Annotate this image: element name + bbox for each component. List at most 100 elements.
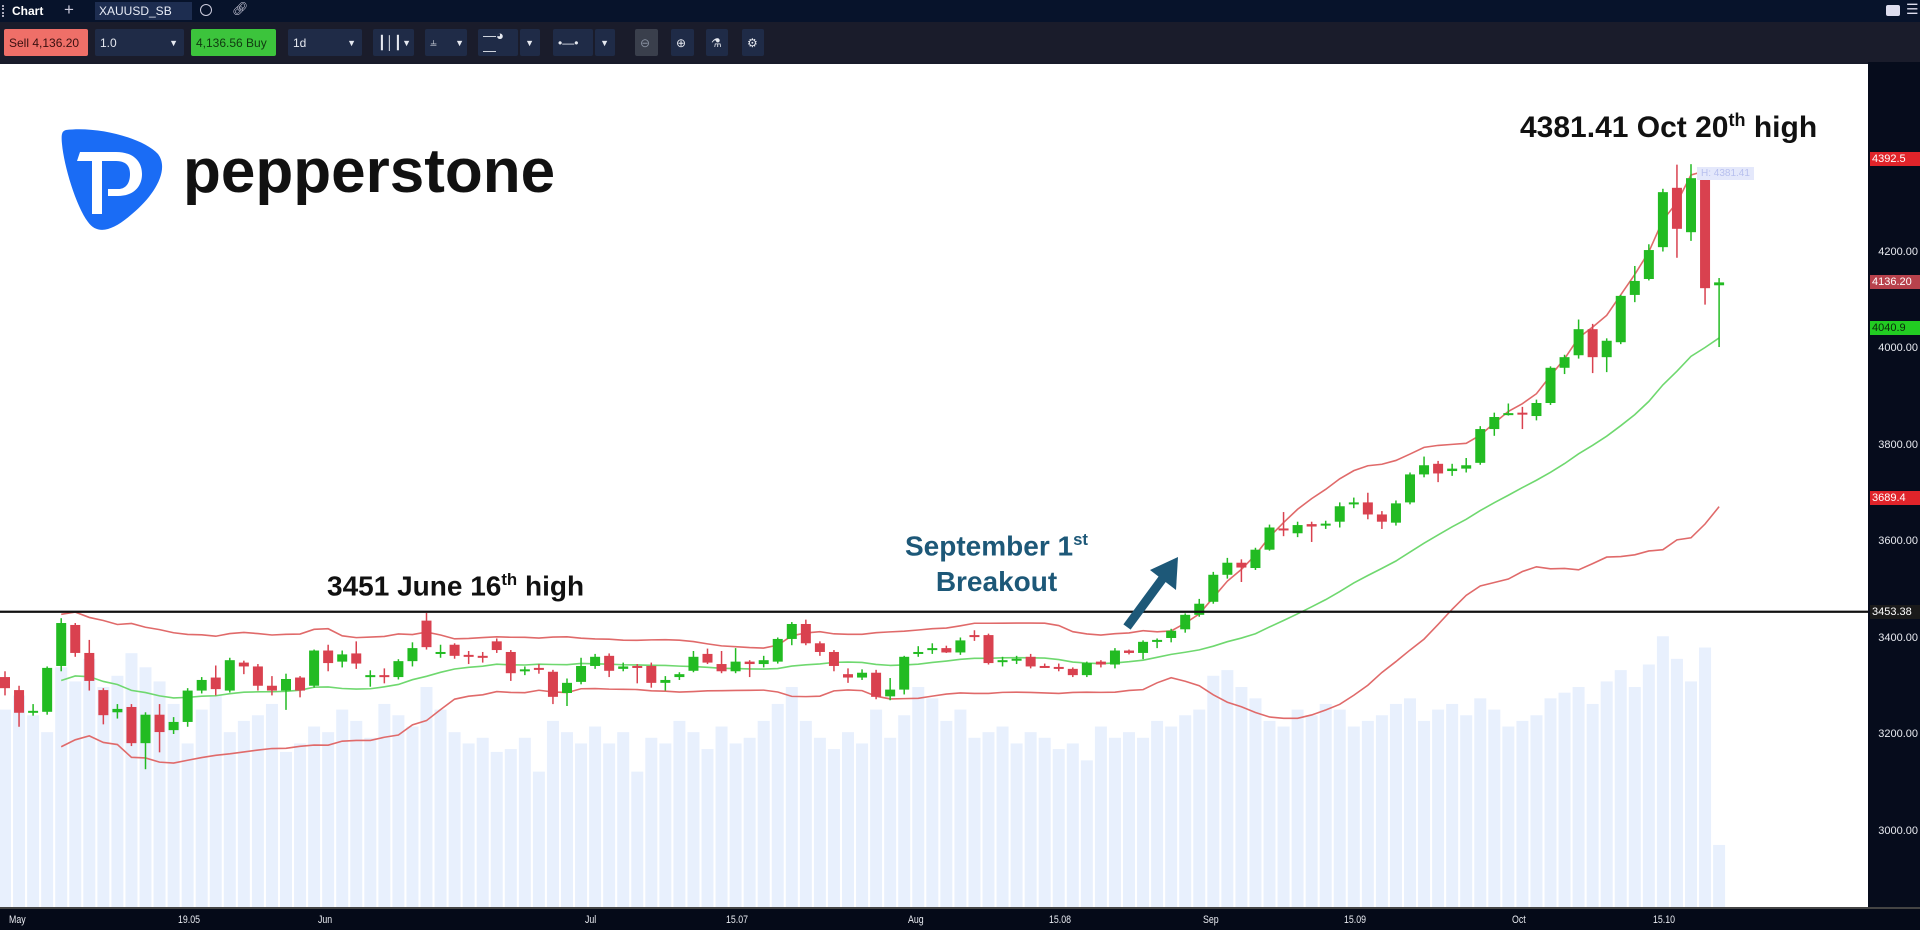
candle-body <box>1320 523 1331 526</box>
candle-body <box>281 678 291 691</box>
volume-bar <box>659 743 672 907</box>
quantity-value: 1.0 <box>100 35 117 50</box>
candles <box>0 164 1725 770</box>
candle <box>955 637 966 655</box>
zoom-out-button[interactable]: ⊖ <box>635 29 658 56</box>
candle-body <box>1011 658 1022 661</box>
add-tab-button[interactable]: + <box>64 0 74 19</box>
timeframe-select[interactable]: 1d ▼ <box>288 29 362 56</box>
volume-bar <box>729 743 742 907</box>
candle-body <box>800 623 811 644</box>
link-icon[interactable]: 🔗︎ <box>232 1 249 16</box>
candle-body <box>646 665 657 683</box>
candle-body <box>1166 630 1177 638</box>
breakout-sup: st <box>1073 530 1088 549</box>
indicators-button[interactable]: ⫨ ▼ <box>425 29 467 56</box>
candle <box>1489 412 1500 436</box>
candle <box>674 672 685 680</box>
time-dropdown[interactable]: ▼ <box>520 29 540 56</box>
volume-bar <box>1123 732 1135 907</box>
candle-body <box>1152 639 1163 642</box>
candle-body <box>42 667 53 712</box>
volume-bar <box>97 687 110 907</box>
tab-chart[interactable]: Chart <box>12 4 44 18</box>
candle <box>238 660 249 675</box>
candle <box>1559 354 1570 375</box>
volume-bar <box>1052 749 1065 907</box>
candle-body <box>618 666 629 669</box>
time-axis[interactable]: May 19.05 Jun Jul 15.07 Aug 15.08 Sep 15.09 Oct 15… <box>0 907 1920 930</box>
menu-icon[interactable]: ☰ <box>1906 1 1919 17</box>
june-high-text: 3451 June 16 <box>327 570 502 602</box>
chart-type-button[interactable]: ┃│┃ ▼ <box>373 29 414 56</box>
line-style-button[interactable]: •—• <box>553 29 593 56</box>
candle-body <box>604 655 615 671</box>
candle-body <box>1503 413 1514 416</box>
candle-body <box>210 677 221 690</box>
candle <box>1573 319 1584 359</box>
candle <box>309 649 320 688</box>
upper-band-badge: 4392.5 <box>1870 151 1920 166</box>
volume-bar <box>1474 698 1487 907</box>
candle <box>295 676 306 698</box>
volume-bar <box>687 732 700 907</box>
candle <box>562 678 572 707</box>
settings-button[interactable]: ⚙︎ <box>742 29 764 56</box>
volume-bar <box>504 749 517 907</box>
candle <box>547 669 558 705</box>
candle <box>323 644 334 672</box>
volume-bar <box>195 709 208 907</box>
candle-body <box>772 638 783 662</box>
volume-bar <box>1010 743 1023 907</box>
screenshot-icon[interactable] <box>1886 5 1900 16</box>
buy-button[interactable]: 4,136.56 Buy <box>191 29 276 56</box>
volume-bar <box>1656 636 1669 907</box>
volume-bar <box>111 675 124 907</box>
x-tick-label: 15.07 <box>725 914 748 926</box>
candle-body <box>323 650 334 664</box>
quantity-select[interactable]: 1.0 ▼ <box>95 29 184 56</box>
zoom-in-button[interactable]: ⊕ <box>671 29 694 56</box>
candle <box>154 704 165 753</box>
candle <box>1025 653 1036 669</box>
price-axis[interactable]: 4200.00 4000.00 3800.00 3600.00 3400.00 3200.… <box>1868 62 1920 907</box>
oct-high-text: 4381.41 Oct 20 <box>1520 111 1729 144</box>
y-tick-label: 3200.00 <box>1878 728 1918 740</box>
info-icon[interactable] <box>200 4 212 16</box>
breakout-line1: September 1 <box>905 530 1074 562</box>
candle <box>1152 638 1163 649</box>
symbol-input[interactable]: XAUUSD_SB <box>95 2 192 20</box>
candle-body <box>1601 340 1612 358</box>
volume-bar <box>1446 703 1459 907</box>
candle <box>1208 571 1219 604</box>
candle-body <box>744 661 755 665</box>
oct-high-sup: th <box>1728 110 1746 130</box>
volume-bar <box>603 743 616 907</box>
sell-button[interactable]: Sell 4,136.20 <box>4 29 88 56</box>
volume-bar <box>813 737 826 907</box>
candle <box>1362 492 1373 520</box>
line-style-dropdown[interactable]: ▼ <box>595 29 615 56</box>
flask-button[interactable]: ⚗︎ <box>706 29 728 56</box>
volume-bar <box>1207 675 1220 907</box>
candle <box>1601 338 1612 373</box>
volume-bar <box>799 720 812 907</box>
volume-bar <box>546 720 559 907</box>
drag-handle-icon[interactable] <box>2 5 4 17</box>
candle-body <box>1573 329 1584 356</box>
time-button[interactable]: —◕— <box>478 28 518 58</box>
candle-body <box>899 656 910 690</box>
chart-toolbar: Sell 4,136.20 1.0 ▼ 4,136.56 Buy 1d ▼ ┃│┃ ▼… <box>0 22 1920 62</box>
symbol-text: XAUUSD_SB <box>99 4 172 18</box>
candle-body <box>1306 524 1317 527</box>
candle <box>477 651 488 663</box>
volume-bar <box>1544 698 1557 907</box>
candle <box>814 641 825 656</box>
candle-body <box>1643 250 1654 280</box>
candle <box>590 653 601 669</box>
candle <box>1250 547 1261 570</box>
candle <box>800 619 811 646</box>
volume-bar <box>1530 715 1543 907</box>
candle <box>421 612 432 650</box>
volume-bar <box>1235 687 1248 907</box>
